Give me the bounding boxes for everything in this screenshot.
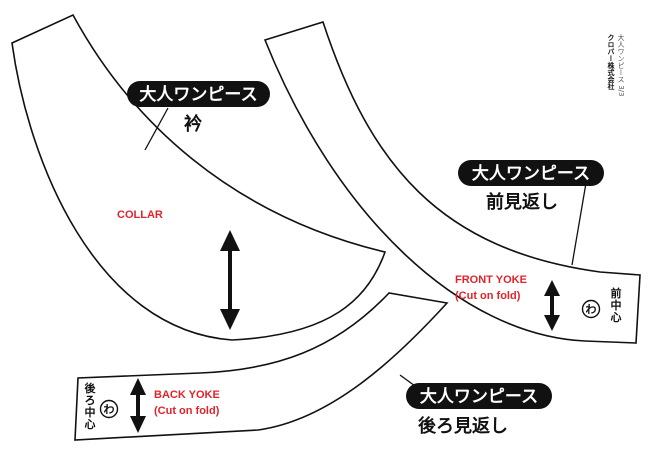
front-grainline-arrow <box>544 280 560 331</box>
collar-leader <box>144 107 169 151</box>
front-yoke-piece <box>263 21 641 344</box>
back-center-char-4: 心 <box>85 418 96 431</box>
back-center-char-2: ろ <box>85 394 96 407</box>
back-fold-circle <box>99 399 119 419</box>
front-center-mark: 前 中 心 <box>611 286 622 324</box>
back-center-mark: 後 ろ 中 心 <box>85 381 97 431</box>
collar-label: COLLAR <box>117 209 163 221</box>
collar-name: 衿 <box>184 113 202 135</box>
back-name: 後ろ見返し <box>418 415 508 437</box>
collar-piece <box>11 13 387 341</box>
back-center-char-3: 中 <box>85 405 96 419</box>
collar-grainline-arrow <box>220 230 240 330</box>
back-fold-mark: わ <box>104 403 115 416</box>
front-pill-bg <box>458 160 604 186</box>
front-label-line2: (Cut on fold) <box>455 290 521 302</box>
front-name: 前見返し <box>486 191 558 213</box>
collar-pill: 大人ワンピース <box>127 81 270 107</box>
front-center-char-3: 心 <box>611 311 622 324</box>
front-label-line1: FRONT YOKE <box>455 274 527 286</box>
back-label-line1: BACK YOKE <box>154 389 220 401</box>
brand-company: クロバー株式会社 <box>607 34 616 91</box>
collar-pill-text: 大人ワンピース <box>139 84 257 105</box>
back-pill-bg <box>406 383 552 409</box>
collar-pill-bg <box>127 81 270 107</box>
front-center-char-1: 前 <box>611 286 622 300</box>
back-yoke-piece <box>74 292 449 441</box>
back-pill: 大人ワンピース <box>406 383 552 409</box>
back-grainline-arrow <box>130 378 146 433</box>
front-fold-mark: わ <box>586 303 597 316</box>
back-label-line2: (Cut on fold) <box>154 405 220 417</box>
front-center-char-2: 中 <box>611 298 622 312</box>
brand-code: 大人ワンピース 3/3 <box>617 33 625 96</box>
brand-mark: クロバー株式会社 大人ワンピース 3/3 <box>607 33 626 96</box>
front-leader <box>571 182 587 266</box>
front-pill-text: 大人ワンピース <box>472 163 590 184</box>
back-center-char-1: 後 <box>85 381 97 395</box>
front-pill: 大人ワンピース <box>458 160 604 186</box>
back-pill-text: 大人ワンピース <box>420 386 538 407</box>
front-fold-circle <box>581 299 601 319</box>
